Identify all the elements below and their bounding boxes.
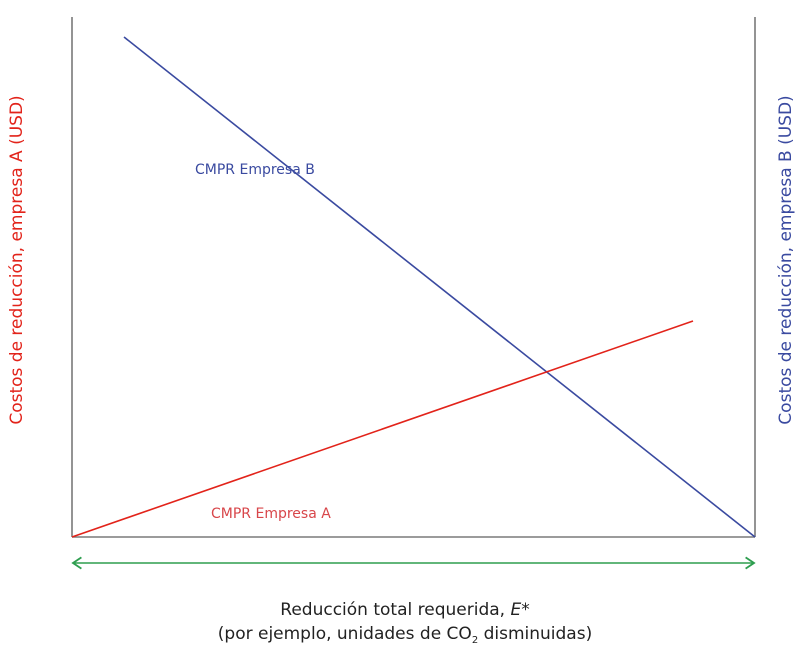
- x-axis-label-line2: (por ejemplo, unidades de CO2 disminuida…: [0, 624, 810, 646]
- x-axis-note-post: disminuidas): [478, 624, 593, 644]
- x-axis-label-line1: Reducción total requerida, E*: [0, 600, 810, 620]
- x-axis-variable: E: [510, 600, 522, 620]
- x-axis-variable-star: *: [521, 600, 530, 620]
- cmpr-firm-a-line: [71, 320, 694, 538]
- x-axis-label-text: Reducción total requerida,: [280, 600, 511, 620]
- cmpr-firm-b-label: CMPR Empresa B: [195, 162, 315, 178]
- left-y-axis-label: Costos de reducción, empresa A (USD): [7, 95, 27, 425]
- x-axis-note-pre: (por ejemplo, unidades de CO: [217, 624, 472, 644]
- right-y-axis-label: Costos de reducción, empresa B (USD): [776, 95, 796, 425]
- x-axis-note-subscript: 2: [471, 635, 479, 646]
- cmpr-firm-b-line: [123, 36, 756, 538]
- cmpr-firm-a-label: CMPR Empresa A: [211, 506, 331, 522]
